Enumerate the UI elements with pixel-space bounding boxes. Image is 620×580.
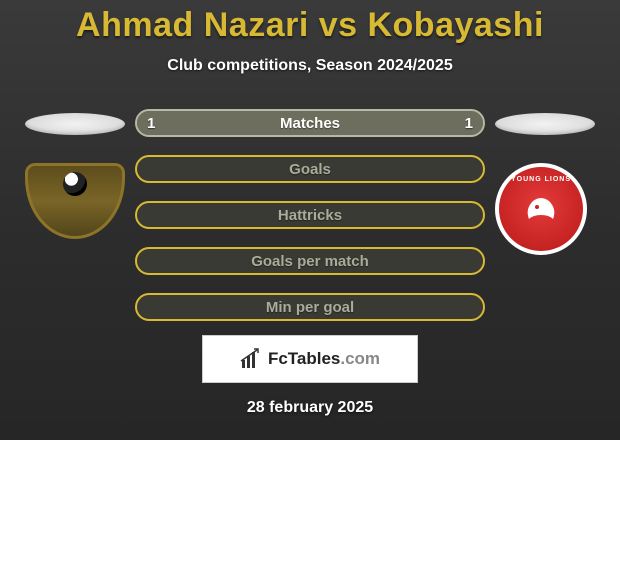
stat-label: Hattricks	[278, 207, 342, 224]
stat-value-right: 1	[465, 115, 473, 132]
bar-chart-icon	[240, 348, 262, 370]
page-title: Ahmad Nazari vs Kobayashi	[0, 0, 620, 45]
brand-main: FcTables	[268, 349, 340, 368]
hougang-badge	[25, 163, 125, 239]
stat-label: Goals per match	[251, 253, 369, 270]
stat-row-hattricks: Hattricks	[135, 201, 485, 229]
stat-row-goals-per-match: Goals per match	[135, 247, 485, 275]
brand-name: FcTables.com	[268, 349, 380, 369]
right-team-badge: YOUNG LIONS	[495, 163, 595, 247]
lion-icon	[519, 189, 563, 233]
date-label: 28 february 2025	[0, 399, 620, 417]
stat-row-min-per-goal: Min per goal	[135, 293, 485, 321]
stat-label: Min per goal	[266, 299, 354, 316]
stats-bars-column: 1 1 Matches Goals Hattricks Goals per match Mi…	[135, 109, 485, 321]
page-subtitle: Club competitions, Season 2024/2025	[0, 57, 620, 75]
young-lions-badge: YOUNG LIONS	[495, 163, 587, 255]
left-player-column	[15, 109, 135, 247]
brand-suffix: .com	[340, 349, 380, 368]
left-team-badge	[25, 163, 125, 247]
right-marker-ellipse	[495, 113, 595, 135]
stat-label: Matches	[280, 115, 340, 132]
stat-value-left: 1	[147, 115, 155, 132]
left-marker-ellipse	[25, 113, 125, 135]
stat-label: Goals	[289, 161, 331, 178]
right-player-column: YOUNG LIONS	[485, 109, 605, 247]
badge-text: YOUNG LIONS	[511, 176, 571, 183]
comparison-area: 1 1 Matches Goals Hattricks Goals per match Mi…	[0, 109, 620, 321]
stat-row-goals: Goals	[135, 155, 485, 183]
brand-attribution: FcTables.com	[202, 335, 418, 383]
stat-row-matches: 1 1 Matches	[135, 109, 485, 137]
